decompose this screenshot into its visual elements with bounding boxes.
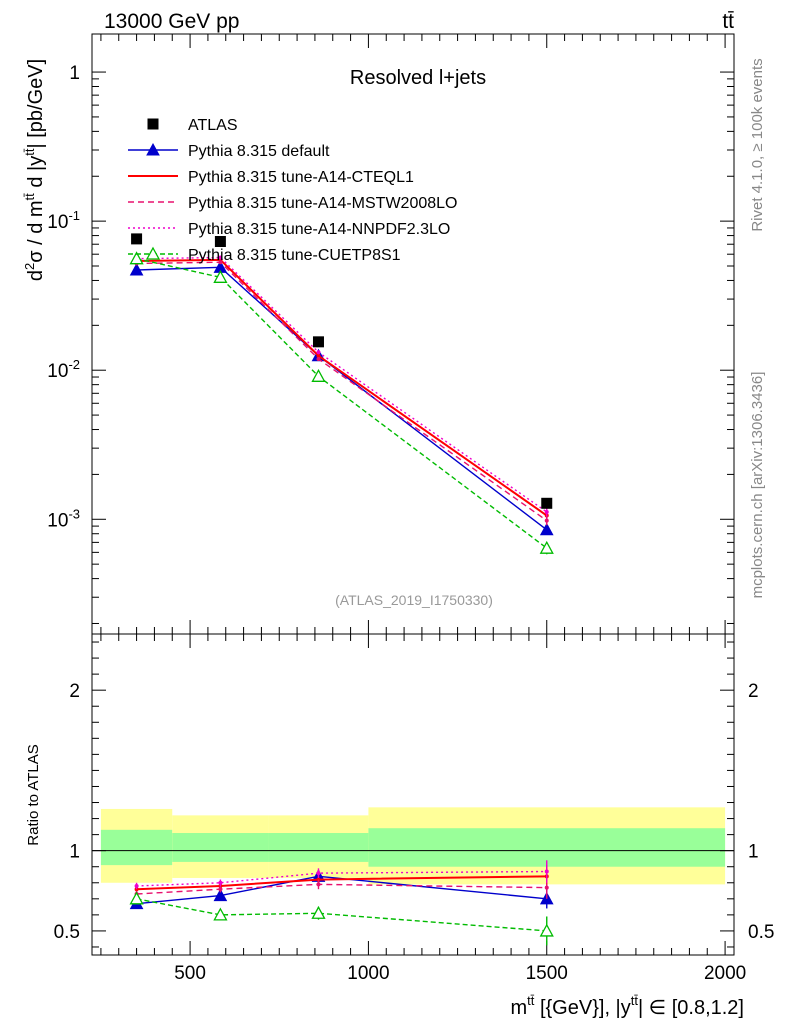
- main-y-tick-label: 10-1: [47, 208, 80, 233]
- series-point: [311, 368, 326, 382]
- ratio-line-2: [136, 883, 547, 895]
- series-point: [129, 262, 144, 276]
- uncertainty-band-inner: [100, 829, 173, 866]
- legend-label-1: Pythia 8.315 tune-A14-CTEQL1: [188, 169, 414, 186]
- atlas-data-point: [541, 497, 553, 509]
- x-tick-label: 500: [174, 963, 206, 984]
- ratio-point: [218, 880, 223, 885]
- main-y-tick-label: 10-3: [47, 506, 80, 531]
- ratio-point: [544, 869, 549, 874]
- series-point: [213, 269, 228, 283]
- legend-atlas-marker: [147, 118, 159, 130]
- ratio-point: [316, 871, 321, 876]
- atlas-data-point: [214, 236, 226, 248]
- atlas-data-point: [131, 233, 143, 245]
- ratio-point: [311, 905, 326, 919]
- ratio-y-tick-label-right: 2: [748, 681, 759, 702]
- series-point: [539, 522, 554, 536]
- uncertainty-band-inner: [268, 833, 369, 862]
- series-point: [316, 353, 321, 358]
- series-line-1: [136, 258, 548, 517]
- ratio-y-tick-label-right: 0.5: [748, 922, 774, 943]
- ratio-line-4: [136, 898, 547, 932]
- series-point: [218, 260, 223, 265]
- ratio-point: [218, 887, 223, 892]
- ratio-frame: [91, 633, 735, 956]
- main-y-tick-label: 10-2: [47, 357, 80, 382]
- series-point: [544, 518, 549, 523]
- x-tick-label: 1000: [347, 963, 389, 984]
- main-y-axis-label: d2σ / d mtt̄ d |ytt̄| [pb/GeV]: [22, 59, 47, 281]
- legend-label-3: Pythia 8.315 tune-A14-NNPDF2.3LO: [188, 221, 450, 238]
- x-tick-label: 1500: [526, 963, 568, 984]
- main-y-tick-label: 1: [69, 63, 80, 84]
- ratio-y-axis-label: Ratio to ATLAS: [25, 744, 42, 845]
- ratio-point: [539, 923, 554, 937]
- ratio-point: [213, 888, 228, 902]
- series-point: [218, 255, 223, 260]
- ratio-y-tick-label: 2: [69, 681, 80, 702]
- legend-label-0: Pythia 8.315 default: [188, 143, 330, 160]
- ratio-y-tick-label: 1: [69, 842, 80, 863]
- ratio-y-tick-label-right: 1: [748, 842, 759, 863]
- series-point: [129, 251, 144, 265]
- header-energy-label: 13000 GeV pp: [104, 10, 239, 33]
- legend-label-2: Pythia 8.315 tune-A14-MSTW2008LO: [188, 195, 457, 212]
- atlas-data-point: [312, 336, 324, 348]
- ratio-point: [134, 883, 139, 888]
- legend-marker-0: [146, 142, 160, 156]
- ratio-line-3: [136, 870, 547, 887]
- header-process-label: tt̄: [722, 10, 734, 33]
- x-axis-label: mtt̄ [{GeV}], |ytt̄| ∈ [0.8,1.2]: [510, 993, 744, 1019]
- ratio-point: [213, 907, 228, 921]
- series-line-0: [136, 266, 548, 531]
- rivet-version-label: Rivet 4.1.0, ≥ 100k events: [749, 58, 766, 231]
- series-line-4: [136, 257, 548, 549]
- legend-marker-4: [145, 246, 161, 260]
- series-point: [539, 540, 554, 554]
- series-line-3: [136, 256, 548, 513]
- ratio-point: [129, 891, 144, 905]
- series-line-2: [136, 261, 548, 522]
- ratio-line-0: [136, 875, 547, 905]
- ratio-line-1: [136, 875, 547, 891]
- x-tick-label: 2000: [704, 963, 746, 984]
- plot-title: Resolved l+jets: [350, 67, 486, 89]
- series-point: [316, 356, 321, 361]
- main-plot-panel: 1 10-1 10-2 10-3: [47, 33, 735, 955]
- ratio-point: [544, 885, 549, 890]
- legend-label-4: Pythia 8.315 tune-CUETP8S1: [188, 247, 401, 264]
- series-point: [544, 509, 549, 514]
- legend: ATLAS Pythia 8.315 default Pythia 8.315 tu…: [128, 117, 457, 264]
- legend-atlas-label: ATLAS: [188, 117, 238, 134]
- series-point: [316, 350, 321, 355]
- ratio-point: [316, 882, 321, 887]
- uncertainty-band-inner: [172, 833, 269, 862]
- ratio-y-tick-label: 0.5: [54, 922, 80, 943]
- analysis-watermark: (ATLAS_2019_I1750330): [335, 592, 493, 608]
- mcplots-label: mcplots.cern.ch [arXiv:1306.3436]: [749, 372, 766, 599]
